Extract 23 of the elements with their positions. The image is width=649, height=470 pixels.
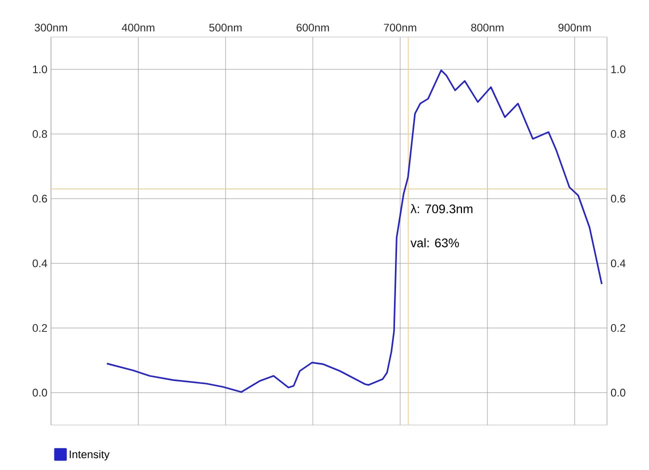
x-tick-label: 700nm — [384, 24, 416, 32]
x-tick-label: 900nm — [558, 24, 591, 32]
line-series — [106, 70, 603, 393]
y2-tick-label: 0.0 — [610, 388, 626, 397]
y-tick-label: 0.2 — [32, 324, 47, 332]
legend-label: Intensity — [70, 450, 110, 460]
y-tick-label: 0.0 — [32, 388, 48, 397]
x-tick-label: 600nm — [296, 24, 329, 32]
y-tick-label: 0.8 — [32, 130, 47, 138]
y-tick-label: 1.0 — [33, 65, 48, 74]
x-tick-label: 800nm — [471, 24, 504, 32]
y2-tick-label: 1.0 — [611, 65, 626, 74]
y2-tick-label: 0.4 — [610, 259, 626, 268]
annotation: val: 63% — [410, 238, 459, 248]
x-tick-label: 300nm — [34, 24, 68, 32]
y-tick-label: 0.6 — [32, 194, 47, 203]
x-tick-label: 400nm — [122, 24, 154, 32]
y-tick-label: 0.4 — [32, 259, 48, 268]
y2-tick-label: 0.6 — [610, 194, 626, 203]
annotation: λ: 709.3nm — [410, 204, 472, 214]
y2-tick-label: 0.8 — [610, 130, 626, 138]
y2-tick-label: 0.2 — [610, 324, 626, 332]
x-tick-label: 500nm — [209, 24, 242, 32]
